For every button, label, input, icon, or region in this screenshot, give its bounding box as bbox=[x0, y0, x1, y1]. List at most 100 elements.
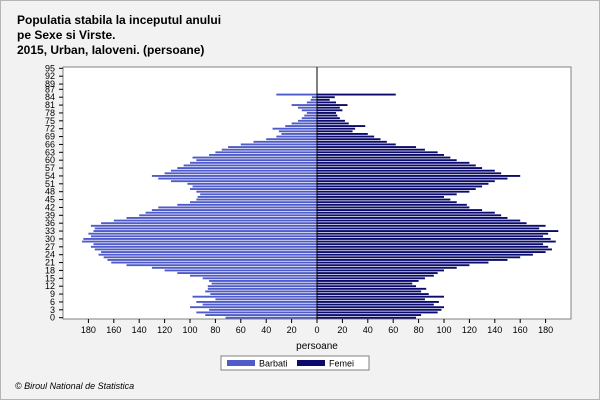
bar-barbati-age-70 bbox=[281, 132, 317, 135]
y-tick-label: 81 bbox=[45, 100, 55, 110]
bar-femei-age-75 bbox=[317, 119, 345, 122]
y-tick-label: 39 bbox=[45, 210, 55, 220]
bar-barbati-age-63 bbox=[215, 151, 317, 154]
y-tick-label: 75 bbox=[45, 116, 55, 126]
bar-barbati-age-31 bbox=[90, 235, 317, 238]
bar-barbati-age-14 bbox=[209, 279, 317, 282]
y-tick-label: 60 bbox=[45, 155, 55, 165]
bar-barbati-age-59 bbox=[190, 161, 317, 164]
bar-femei-age-68 bbox=[317, 138, 381, 141]
y-tick-label: 89 bbox=[45, 79, 55, 89]
bar-femei-age-63 bbox=[317, 151, 438, 154]
bar-femei-age-37 bbox=[317, 219, 521, 222]
bar-femei-age-44 bbox=[317, 201, 457, 204]
legend-swatch-barbati bbox=[227, 360, 255, 366]
bar-barbati-age-8 bbox=[192, 295, 317, 298]
bar-barbati-age-23 bbox=[103, 256, 317, 259]
bar-barbati-age-0 bbox=[225, 316, 317, 319]
bar-barbati-age-37 bbox=[113, 219, 317, 222]
bar-femei-age-10 bbox=[317, 290, 422, 293]
y-tick-label: 0 bbox=[50, 313, 55, 323]
bar-barbati-age-43 bbox=[177, 203, 317, 206]
bar-femei-age-77 bbox=[317, 114, 338, 117]
bar-barbati-age-17 bbox=[177, 272, 317, 275]
y-tick-label: 24 bbox=[45, 250, 55, 260]
bar-femei-age-82 bbox=[317, 101, 337, 104]
bar-femei-age-31 bbox=[317, 235, 544, 238]
bar-femei-age-66 bbox=[317, 143, 396, 146]
bar-barbati-age-45 bbox=[196, 198, 317, 201]
x-tick-label: 80 bbox=[414, 325, 424, 335]
bar-femei-age-20 bbox=[317, 264, 470, 267]
bar-femei-age-46 bbox=[317, 195, 444, 198]
bar-barbati-age-39 bbox=[139, 214, 317, 217]
bar-femei-age-85 bbox=[317, 93, 396, 96]
bar-femei-age-58 bbox=[317, 164, 476, 167]
bar-barbati-age-28 bbox=[93, 243, 317, 246]
bar-femei-age-16 bbox=[317, 274, 434, 277]
legend-label-femei: Femei bbox=[329, 359, 354, 369]
bar-femei-age-83 bbox=[317, 98, 330, 101]
bar-barbati-age-58 bbox=[183, 164, 317, 167]
bar-femei-age-43 bbox=[317, 203, 467, 206]
y-tick-label: 6 bbox=[50, 297, 55, 307]
bar-femei-age-70 bbox=[317, 132, 368, 135]
bar-barbati-age-60 bbox=[196, 159, 317, 162]
y-tick-label: 87 bbox=[45, 84, 55, 94]
bar-femei-age-39 bbox=[317, 214, 502, 217]
bar-barbati-age-15 bbox=[202, 277, 317, 280]
bar-femei-age-11 bbox=[317, 287, 427, 290]
y-tick-label: 54 bbox=[45, 171, 55, 181]
bar-barbati-age-54 bbox=[151, 174, 317, 177]
bar-barbati-age-34 bbox=[94, 227, 317, 230]
bar-femei-age-27 bbox=[317, 245, 549, 248]
bar-barbati-age-66 bbox=[240, 143, 317, 146]
bar-barbati-age-62 bbox=[209, 153, 317, 156]
bar-barbati-age-25 bbox=[101, 251, 317, 254]
bar-barbati-age-40 bbox=[145, 211, 317, 214]
y-tick-label: 30 bbox=[45, 234, 55, 244]
y-tick-label: 42 bbox=[45, 202, 55, 212]
bar-barbati-age-55 bbox=[164, 172, 317, 175]
x-tick-label: 160 bbox=[513, 325, 528, 335]
x-tick-label: 60 bbox=[236, 325, 246, 335]
bar-femei-age-81 bbox=[317, 104, 348, 107]
x-tick-label: 60 bbox=[388, 325, 398, 335]
x-tick-label: 40 bbox=[261, 325, 271, 335]
bar-femei-age-25 bbox=[317, 251, 546, 254]
bar-femei-age-21 bbox=[317, 261, 489, 264]
bar-femei-age-18 bbox=[317, 269, 444, 272]
bar-barbati-age-48 bbox=[196, 190, 317, 193]
bar-femei-age-8 bbox=[317, 295, 444, 298]
bar-femei-age-4 bbox=[317, 306, 444, 309]
bar-barbati-age-10 bbox=[205, 290, 317, 293]
bar-femei-age-33 bbox=[317, 230, 559, 233]
bar-femei-age-50 bbox=[317, 185, 483, 188]
bar-femei-age-24 bbox=[317, 253, 533, 256]
bar-barbati-age-67 bbox=[253, 140, 317, 143]
bar-femei-age-12 bbox=[317, 285, 417, 288]
bar-barbati-age-75 bbox=[297, 119, 317, 122]
bar-barbati-age-20 bbox=[126, 264, 317, 267]
bar-barbati-age-51 bbox=[187, 182, 317, 185]
x-tick-label: 160 bbox=[106, 325, 121, 335]
bar-femei-age-76 bbox=[317, 117, 340, 120]
bar-femei-age-69 bbox=[317, 135, 375, 138]
bar-femei-age-40 bbox=[317, 211, 495, 214]
bar-femei-age-84 bbox=[317, 96, 335, 99]
bar-femei-age-32 bbox=[317, 232, 549, 235]
bar-barbati-age-49 bbox=[190, 188, 317, 191]
y-tick-label: 84 bbox=[45, 92, 55, 102]
bar-femei-age-26 bbox=[317, 248, 552, 251]
bar-barbati-age-71 bbox=[278, 130, 317, 133]
y-tick-label: 48 bbox=[45, 187, 55, 197]
bar-barbati-age-50 bbox=[192, 185, 317, 188]
bar-barbati-age-13 bbox=[211, 282, 317, 285]
bar-femei-age-56 bbox=[317, 169, 495, 172]
bar-barbati-age-2 bbox=[196, 311, 317, 314]
bar-femei-age-78 bbox=[317, 111, 337, 114]
y-tick-label: 66 bbox=[45, 139, 55, 149]
bar-femei-age-19 bbox=[317, 266, 457, 269]
